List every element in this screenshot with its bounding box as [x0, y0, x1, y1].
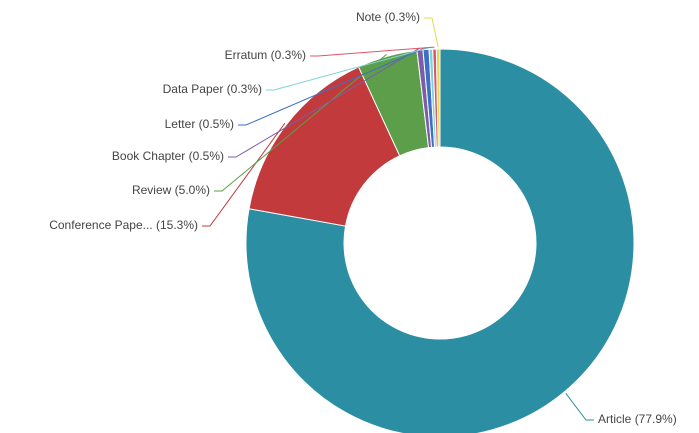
value-label: (0.3%)	[227, 82, 262, 96]
data-label: Note (0.3%)	[356, 10, 420, 24]
category-label: Article	[598, 412, 632, 426]
data-label: Review (5.0%)	[132, 183, 210, 197]
donut-slice	[435, 48, 441, 148]
leader-line	[424, 17, 439, 48]
category-label: Erratum	[225, 48, 268, 62]
data-label: Erratum (0.3%)	[225, 48, 306, 62]
leader-line	[266, 46, 431, 91]
data-label: Data Paper (0.3%)	[163, 82, 262, 96]
data-label: Conference Pape... (15.3%)	[49, 218, 198, 232]
category-label: Book Chapter	[112, 149, 185, 163]
value-label: (15.3%)	[156, 218, 198, 232]
value-label: (0.3%)	[385, 10, 420, 24]
labels: Article (77.9%) Conference Pape... (15.3%…	[49, 10, 677, 426]
category-label: Note	[356, 10, 382, 24]
value-label: (0.3%)	[271, 48, 306, 62]
data-label: Book Chapter (0.5%)	[112, 149, 224, 163]
data-label: Letter (0.5%)	[165, 117, 234, 131]
leader-line	[202, 122, 286, 227]
leader-line	[238, 47, 427, 126]
category-label: Data Paper	[163, 82, 224, 96]
value-label: (5.0%)	[175, 183, 210, 197]
value-label: (0.5%)	[199, 117, 234, 131]
data-label: Article (77.9%)	[598, 412, 677, 426]
leader-line	[565, 393, 594, 421]
donut-slice	[245, 48, 635, 433]
leader-line	[228, 47, 420, 158]
category-label: Review	[132, 183, 172, 197]
leader-line	[310, 46, 435, 57]
donut-slice	[248, 66, 401, 227]
slices	[245, 48, 635, 433]
value-label: (0.5%)	[189, 149, 224, 163]
value-label: (77.9%)	[635, 412, 677, 426]
category-label: Conference Pape...	[49, 218, 152, 232]
category-label: Letter	[165, 117, 196, 131]
